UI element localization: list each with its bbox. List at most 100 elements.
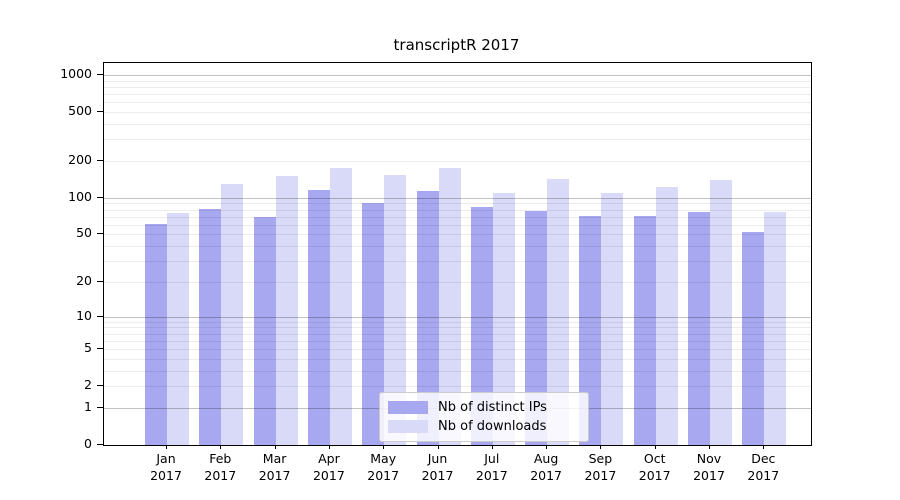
gridline-minor-80 — [104, 209, 811, 211]
x-tick-mar — [274, 445, 276, 449]
legend-swatch-distinct-ips — [388, 401, 428, 414]
y-tick-label-20: 20 — [76, 272, 92, 288]
x-tick-label-aug: Aug 2017 — [530, 451, 562, 483]
y-tick-label-5: 5 — [84, 340, 92, 355]
chart-title: transcriptR 2017 — [393, 36, 520, 54]
legend-label-distinct-ips: Nb of distinct IPs — [438, 400, 547, 415]
gridline-minor-30 — [104, 261, 811, 263]
gridline-minor-4 — [104, 358, 811, 360]
bar-nb-of-downloads-nov — [710, 179, 732, 445]
bar-nb-of-distinct-ips-jan — [145, 223, 167, 445]
bar-nb-of-distinct-ips-dec — [742, 232, 765, 445]
bar-nb-of-distinct-ips-nov — [688, 212, 710, 445]
bar-nb-of-downloads-sep — [601, 192, 624, 445]
legend: Nb of distinct IPs Nb of downloads — [379, 392, 589, 442]
x-tick-sep — [600, 445, 602, 449]
gridline-major-1000 — [104, 74, 811, 76]
bar-nb-of-downloads-dec — [764, 212, 787, 445]
legend-swatch-downloads — [388, 420, 428, 433]
x-tick-oct — [654, 445, 656, 449]
gridline-minor-50 — [104, 234, 811, 236]
x-tick-label-sep: Sep 2017 — [584, 451, 617, 483]
gridline-minor-3 — [104, 370, 811, 372]
y-tick-label-0: 0 — [84, 436, 92, 451]
gridline-minor-60 — [104, 224, 811, 226]
y-tick-200 — [97, 159, 103, 161]
x-tick-label-feb: Feb 2017 — [204, 451, 237, 483]
gridline-minor-8 — [104, 327, 811, 329]
gridline-minor-700 — [104, 94, 811, 95]
gridline-minor-9 — [104, 321, 811, 323]
gridline-major-100 — [104, 197, 811, 199]
x-tick-jun — [437, 445, 439, 449]
legend-item-distinct-ips: Nb of distinct IPs — [388, 398, 580, 417]
bar-nb-of-distinct-ips-sep — [579, 215, 602, 445]
y-tick-label-10: 10 — [76, 307, 92, 323]
bar-nb-of-downloads-feb — [221, 184, 244, 445]
gridline-minor-600 — [104, 102, 811, 104]
bar-nb-of-downloads-aug — [547, 179, 570, 445]
gridline-minor-2 — [104, 386, 811, 388]
y-tick-20 — [97, 280, 103, 282]
y-tick-10 — [97, 315, 103, 317]
bar-nb-of-downloads-apr — [329, 168, 352, 445]
gridline-minor-500 — [104, 112, 811, 113]
x-tick-dec — [763, 445, 765, 449]
bar-nb-of-distinct-ips-oct — [633, 215, 656, 445]
y-tick-50 — [97, 233, 103, 235]
y-tick-label-1000: 1000 — [60, 65, 92, 81]
legend-item-downloads: Nb of downloads — [388, 417, 580, 436]
gridline-minor-800 — [104, 86, 811, 88]
y-tick-500 — [97, 111, 103, 112]
y-tick-0 — [97, 444, 103, 445]
gridline-minor-7 — [104, 333, 811, 335]
bar-nb-of-downloads-jan — [167, 213, 189, 445]
x-tick-label-dec: Dec 2017 — [747, 451, 780, 483]
y-tick-1000 — [97, 73, 103, 75]
y-tick-label-1: 1 — [84, 398, 92, 414]
bar-nb-of-downloads-may — [384, 175, 407, 445]
gridline-minor-70 — [104, 216, 811, 218]
y-tick-2 — [97, 385, 103, 387]
x-tick-feb — [220, 445, 222, 449]
gridline-minor-400 — [104, 123, 811, 125]
plot-area — [103, 62, 812, 446]
x-tick-label-jan: Jan 2017 — [150, 451, 182, 483]
x-tick-label-jun: Jun 2017 — [421, 451, 454, 483]
y-tick-5 — [97, 348, 103, 349]
y-tick-100 — [97, 196, 103, 198]
legend-label-downloads: Nb of downloads — [438, 419, 547, 434]
bar-nb-of-distinct-ips-mar — [253, 217, 276, 445]
gridline-minor-900 — [104, 80, 811, 82]
gridline-minor-5 — [104, 349, 811, 350]
gridline-minor-40 — [104, 246, 811, 248]
bar-nb-of-distinct-ips-jun — [416, 190, 439, 445]
bar-nb-of-distinct-ips-jul — [470, 207, 493, 445]
bar-nb-of-downloads-jun — [438, 167, 461, 445]
x-tick-may — [383, 445, 385, 449]
bar-nb-of-downloads-oct — [655, 186, 678, 445]
x-tick-label-nov: Nov 2017 — [693, 451, 725, 483]
y-tick-label-500: 500 — [68, 103, 92, 118]
bar-nb-of-distinct-ips-aug — [525, 210, 548, 445]
x-tick-nov — [709, 445, 710, 449]
bar-nb-of-downloads-jul — [492, 192, 515, 445]
y-tick-1 — [97, 406, 103, 408]
bar-nb-of-downloads-mar — [275, 175, 298, 445]
x-tick-apr — [328, 445, 330, 449]
x-tick-aug — [546, 445, 548, 449]
gridline-minor-200 — [104, 160, 811, 162]
x-tick-label-may: May 2017 — [367, 451, 400, 483]
gridline-major-10 — [104, 316, 811, 318]
y-tick-label-200: 200 — [68, 151, 92, 167]
x-tick-label-jul: Jul 2017 — [475, 451, 508, 483]
y-tick-label-50: 50 — [76, 225, 92, 241]
bar-nb-of-distinct-ips-may — [362, 202, 385, 445]
bar-nb-of-distinct-ips-feb — [199, 208, 222, 445]
gridline-minor-6 — [104, 340, 811, 342]
y-tick-label-100: 100 — [68, 188, 92, 204]
gridline-minor-90 — [104, 203, 811, 205]
x-tick-label-oct: Oct 2017 — [638, 451, 671, 483]
x-tick-jul — [491, 445, 493, 449]
